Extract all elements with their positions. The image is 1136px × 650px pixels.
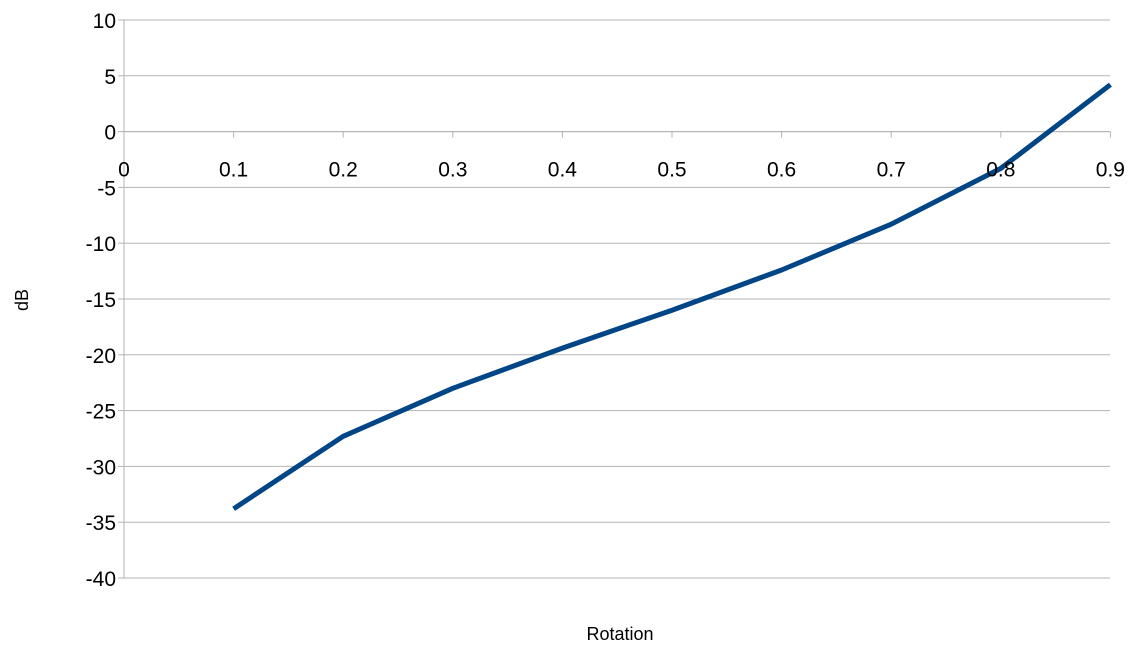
x-tick-label: 0.5 <box>657 159 686 182</box>
y-tick-label: -5 <box>97 177 116 200</box>
y-tick-label: 5 <box>104 66 116 89</box>
x-tick-label: 0.4 <box>548 159 578 182</box>
axes <box>118 19 1111 579</box>
x-tick-label: 0.1 <box>219 159 248 182</box>
x-tick-label: 0.8 <box>986 159 1015 182</box>
y-tick-label: -15 <box>86 289 116 312</box>
x-tick-label: 0.6 <box>767 159 796 182</box>
y-tick-label: -25 <box>86 401 116 424</box>
y-tick-label: -35 <box>86 512 116 535</box>
y-tick-label: -30 <box>86 456 116 479</box>
y-tick-label: 10 <box>93 10 116 33</box>
series-layer <box>232 82 1112 511</box>
x-tick-label: 0.2 <box>329 159 358 182</box>
x-axis-title: Rotation <box>586 624 653 644</box>
x-tick-label: 0.7 <box>877 159 906 182</box>
x-tick-label: 0 <box>118 159 130 182</box>
x-tick-label: 0.3 <box>438 159 467 182</box>
gridlines <box>124 19 1110 579</box>
x-tick-label: 0.9 <box>1096 159 1125 182</box>
y-tick-label: -40 <box>86 568 116 591</box>
y-tick-label: -20 <box>86 345 116 368</box>
y-tick-label: -10 <box>86 233 116 256</box>
y-tick-label: 0 <box>104 122 116 145</box>
y-axis-title: dB <box>12 289 32 311</box>
series-line <box>232 82 1112 511</box>
